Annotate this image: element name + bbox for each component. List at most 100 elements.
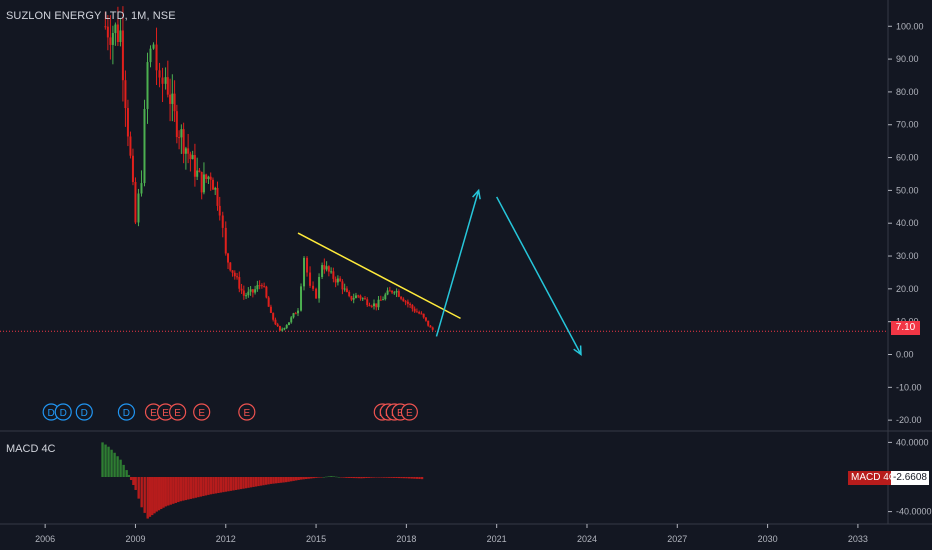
candle-body xyxy=(175,111,178,138)
macd-bar xyxy=(385,477,388,478)
macd-bar xyxy=(160,477,163,510)
candle-body xyxy=(422,313,425,318)
macd-bar xyxy=(224,477,228,492)
candle-body xyxy=(283,327,286,330)
candle-body xyxy=(152,44,155,49)
candle-body xyxy=(221,215,224,228)
candle-body xyxy=(193,155,196,177)
projection-arrow-down[interactable] xyxy=(496,196,582,355)
candle-body xyxy=(272,312,275,320)
macd-bar xyxy=(375,477,378,478)
macd-bar xyxy=(405,477,408,479)
candle-body xyxy=(418,312,421,314)
macd-bar xyxy=(119,459,122,477)
macd-bar xyxy=(252,477,255,487)
x-tick-label: 2015 xyxy=(306,534,326,544)
candle-body xyxy=(134,181,137,223)
y-tick-label: 100.00 xyxy=(896,21,924,31)
dividend-event-label: D xyxy=(48,408,55,419)
candle-body xyxy=(106,26,109,38)
macd-bar xyxy=(367,477,371,478)
candle-body xyxy=(116,24,119,42)
candle-body xyxy=(258,285,261,287)
macd-bar xyxy=(184,477,188,501)
candle-body xyxy=(373,303,376,307)
macd-bar xyxy=(410,477,413,479)
macd-bar xyxy=(214,477,218,494)
dividend-event-marker[interactable] xyxy=(54,403,72,421)
candle-body xyxy=(357,295,360,297)
y-tick-label: 0.00 xyxy=(896,350,914,360)
candle-body xyxy=(424,317,427,321)
projection-arrow-up[interactable] xyxy=(435,190,480,337)
candle-body xyxy=(292,313,295,318)
earnings-event-marker[interactable] xyxy=(400,403,418,421)
candle-body xyxy=(109,37,112,45)
macd-tag-label: MACD 4C xyxy=(848,471,900,485)
candle-body xyxy=(180,129,183,138)
macd-bar xyxy=(143,477,146,513)
macd-bar xyxy=(242,477,245,489)
candle-body xyxy=(388,290,391,292)
candle-body xyxy=(354,295,357,299)
candle-body xyxy=(158,70,161,78)
candle-body xyxy=(196,170,199,177)
macd-bar xyxy=(312,477,315,479)
macd-bar xyxy=(307,477,310,479)
macd-bar xyxy=(335,476,338,478)
macd-bar xyxy=(352,477,356,479)
dividend-event-marker[interactable] xyxy=(117,403,136,421)
candle-body xyxy=(200,171,203,193)
x-tick-label: 2018 xyxy=(396,534,416,544)
candle-body xyxy=(318,276,321,299)
candle-body xyxy=(352,298,355,300)
candle-body xyxy=(263,286,266,288)
y-tick-label: -10.00 xyxy=(896,382,922,392)
macd-bar xyxy=(232,477,235,491)
macd-bar xyxy=(370,477,373,478)
dividend-event-marker[interactable] xyxy=(75,403,93,421)
candle-body xyxy=(227,253,230,263)
candle-body xyxy=(309,272,312,286)
macd-bar xyxy=(264,477,268,485)
candle-body xyxy=(149,48,152,63)
candle-body xyxy=(143,108,146,184)
earnings-event-marker[interactable] xyxy=(238,403,256,421)
macd-bar xyxy=(377,477,381,478)
candle-body xyxy=(334,278,337,283)
candle-body xyxy=(391,290,394,293)
macd-bar xyxy=(317,477,320,478)
candle-body xyxy=(400,296,403,299)
macd-bar xyxy=(387,477,391,478)
candle-body xyxy=(278,326,281,331)
macd-bar xyxy=(189,477,193,499)
earnings-event-marker[interactable] xyxy=(169,403,187,421)
candle-body xyxy=(251,289,254,293)
macd-bar xyxy=(342,477,346,478)
macd-bar xyxy=(222,477,225,493)
resistance-trendline[interactable] xyxy=(297,232,461,320)
candle-body xyxy=(240,288,243,291)
macd-bar xyxy=(197,477,200,498)
candle-body xyxy=(131,155,134,182)
candle-body xyxy=(178,137,181,139)
macd-bar xyxy=(229,477,233,491)
y-tick-label: 40.00 xyxy=(896,218,919,228)
macd-bar xyxy=(137,477,140,499)
candle-body xyxy=(339,278,342,282)
earnings-event-marker[interactable] xyxy=(193,403,211,421)
macd-bar xyxy=(151,477,154,516)
candle-body xyxy=(359,295,362,299)
macd-bar xyxy=(327,476,331,477)
candle-body xyxy=(164,77,167,84)
macd-bar xyxy=(297,477,300,481)
candle-body xyxy=(242,290,245,296)
earnings-event-label: E xyxy=(174,408,181,419)
candle-body xyxy=(345,288,348,292)
macd-bar xyxy=(287,477,290,482)
macd-bar xyxy=(289,477,293,482)
macd-bar xyxy=(129,477,133,481)
macd-indicator-title[interactable]: MACD 4C xyxy=(6,443,56,455)
macd-bar xyxy=(413,477,416,479)
macd-bar xyxy=(277,477,280,484)
